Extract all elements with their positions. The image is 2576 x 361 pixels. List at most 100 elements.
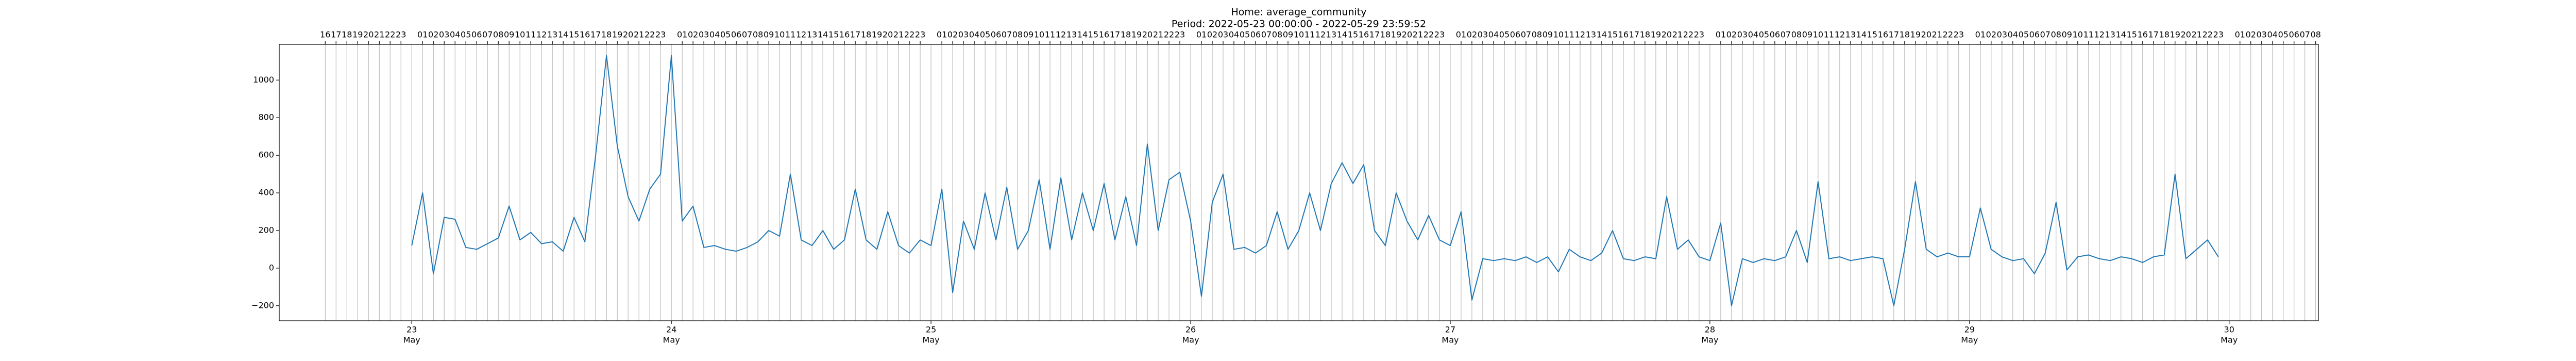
x2-tick-label: 15 — [828, 30, 839, 40]
x2-tick-label: 03 — [1478, 30, 1488, 40]
x2-tick-label: 17 — [1369, 30, 1380, 40]
x2-tick-label: 23 — [1434, 30, 1445, 40]
x2-tick-label: 09 — [1543, 30, 1553, 40]
x2-tick-label: 17 — [850, 30, 860, 40]
x2-tick-label: 22 — [1683, 30, 1693, 40]
x2-tick-label: 09 — [1023, 30, 1033, 40]
x2-tick-label: 06 — [1510, 30, 1520, 40]
x2-tick-label: 16 — [1359, 30, 1369, 40]
x-tick-label: May — [403, 335, 420, 345]
x2-tick-label: 05 — [461, 30, 471, 40]
x2-tick-label: 21 — [1153, 30, 1163, 40]
y-tick-label: −200 — [251, 300, 274, 310]
x-tick-label: 25 — [926, 325, 936, 335]
x-tick-label: 28 — [1705, 325, 1715, 335]
x2-tick-label: 11 — [1045, 30, 1055, 40]
chart-title: Home: average_community — [1231, 7, 1367, 18]
x2-tick-label: 21 — [1413, 30, 1423, 40]
x2-tick-label: 22 — [645, 30, 655, 40]
x2-tick-label: 06 — [1250, 30, 1261, 40]
x2-tick-label: 07 — [482, 30, 493, 40]
x2-tick-label: 02 — [1467, 30, 1477, 40]
x2-tick-label: 06 — [731, 30, 741, 40]
x2-tick-label: 18 — [2159, 30, 2170, 40]
x2-tick-label: 04 — [709, 30, 720, 40]
x2-tick-label: 16 — [1099, 30, 1109, 40]
grid — [325, 44, 2316, 321]
x2-tick-label: 21 — [893, 30, 904, 40]
x2-tick-label: 10 — [1553, 30, 1564, 40]
x2-tick-label: 13 — [1326, 30, 1336, 40]
x2-tick-label: 08 — [493, 30, 503, 40]
x2-tick-label: 17 — [590, 30, 601, 40]
x2-tick-label: 22 — [385, 30, 395, 40]
chart-subtitle: Period: 2022-05-23 00:00:00 - 2022-05-29… — [1172, 19, 1426, 30]
x2-tick-label: 11 — [1564, 30, 1574, 40]
x2-tick-label: 14 — [558, 30, 568, 40]
x2-tick-label: 18 — [1380, 30, 1391, 40]
x2-tick-label: 07 — [1521, 30, 1531, 40]
x2-tick-label: 16 — [839, 30, 850, 40]
y-tick-label: 0 — [269, 262, 274, 272]
x2-tick-label: 19 — [1131, 30, 1142, 40]
x2-tick-label: 23 — [1694, 30, 1704, 40]
x2-tick-label: 07 — [2040, 30, 2050, 40]
x2-tick-label: 13 — [1066, 30, 1077, 40]
x2-tick-label: 22 — [2202, 30, 2213, 40]
x2-tick-label: 15 — [569, 30, 579, 40]
x2-tick-label: 03 — [699, 30, 709, 40]
x2-tick-label: 13 — [1586, 30, 1596, 40]
x2-tick-label: 21 — [374, 30, 384, 40]
x2-tick-label: 02 — [428, 30, 438, 40]
x2-tick-label: 11 — [1304, 30, 1315, 40]
x2-tick-label: 20 — [883, 30, 893, 40]
x2-tick-label: 11 — [526, 30, 536, 40]
x2-tick-label: 17 — [1889, 30, 1899, 40]
x2-tick-label: 12 — [536, 30, 547, 40]
x2-tick-label: 12 — [1575, 30, 1585, 40]
x2-tick-label: 07 — [1002, 30, 1012, 40]
x2-tick-label: 10 — [1294, 30, 1304, 40]
x2-tick-label: 01 — [2235, 30, 2245, 40]
x2-tick-label: 23 — [1954, 30, 1964, 40]
x2-tick-label: 01 — [1456, 30, 1466, 40]
x2-tick-label: 17 — [1629, 30, 1639, 40]
x2-tick-label: 02 — [1726, 30, 1737, 40]
x2-tick-label: 08 — [1012, 30, 1023, 40]
x2-tick-label: 23 — [655, 30, 666, 40]
x2-tick-label: 05 — [1240, 30, 1250, 40]
x-tick-label: May — [663, 335, 680, 345]
x2-tick-label: 22 — [904, 30, 914, 40]
x2-tick-label: 03 — [2257, 30, 2267, 40]
x2-tick-label: 07 — [1261, 30, 1272, 40]
x2-tick-label: 01 — [937, 30, 947, 40]
x-tick-label: May — [1182, 335, 1199, 345]
x2-tick-label: 19 — [1391, 30, 1401, 40]
x2-tick-label: 03 — [958, 30, 969, 40]
x2-tick-label: 03 — [439, 30, 449, 40]
x2-tick-label: 20 — [1402, 30, 1412, 40]
x2-tick-label: 13 — [1845, 30, 1856, 40]
x2-tick-label: 04 — [2267, 30, 2278, 40]
x2-tick-label: 06 — [991, 30, 1001, 40]
x2-tick-label: 01 — [1196, 30, 1207, 40]
x2-tick-label: 11 — [2083, 30, 2094, 40]
x2-tick-label: 10 — [515, 30, 525, 40]
x2-tick-label: 14 — [1077, 30, 1088, 40]
x2-tick-label: 08 — [1532, 30, 1542, 40]
x2-tick-label: 12 — [1315, 30, 1326, 40]
x2-tick-label: 08 — [2051, 30, 2061, 40]
x2-tick-label: 19 — [352, 30, 363, 40]
x2-tick-label: 01 — [417, 30, 428, 40]
x2-tick-label: 12 — [796, 30, 806, 40]
x2-tick-label: 22 — [1943, 30, 1953, 40]
x2-tick-label: 20 — [1142, 30, 1153, 40]
x2-tick-label: 23 — [2213, 30, 2224, 40]
x2-tick-label: 04 — [450, 30, 460, 40]
x2-tick-label: 01 — [677, 30, 687, 40]
x2-tick-label: 20 — [1921, 30, 1931, 40]
x-tick-label: May — [1442, 335, 1459, 345]
x2-tick-label: 22 — [1164, 30, 1174, 40]
x2-tick-label: 19 — [612, 30, 622, 40]
